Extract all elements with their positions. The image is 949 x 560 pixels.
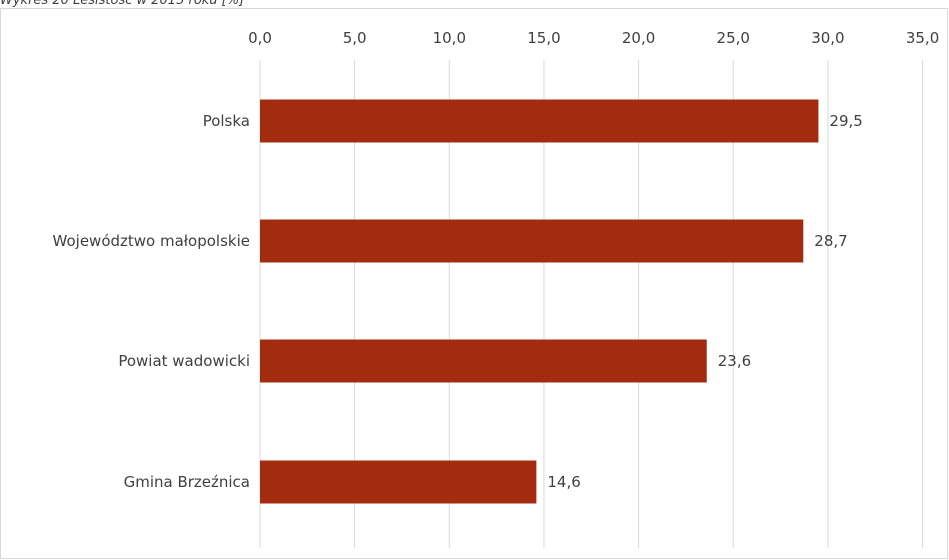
data-label: 29,5 <box>829 112 862 130</box>
x-tick-label: 5,0 <box>343 29 367 47</box>
x-tick-label: 0,0 <box>248 29 272 47</box>
category-label: Gmina Brzeźnica <box>124 473 250 491</box>
bar <box>260 460 537 504</box>
plot-frame <box>0 8 948 559</box>
labels: Polska 29,5 Województwo małopolskie 28,7 Pow… <box>53 112 863 491</box>
x-tick-label: 15,0 <box>527 29 560 47</box>
category-label: Polska <box>203 112 250 130</box>
x-tick-label: 30,0 <box>811 29 844 47</box>
bars <box>260 99 819 504</box>
x-tick-label: 10,0 <box>433 29 466 47</box>
x-tick-label: 35,0 <box>906 29 939 47</box>
data-label: 14,6 <box>547 473 580 491</box>
x-axis-ticks: 0,0 5,0 10,0 15,0 20,0 25,0 30,0 35,0 <box>248 29 939 47</box>
category-label: Powiat wadowicki <box>118 352 250 370</box>
x-tick-label: 25,0 <box>717 29 750 47</box>
x-tick-label: 20,0 <box>622 29 655 47</box>
data-label: 23,6 <box>718 352 751 370</box>
bar <box>260 99 819 143</box>
chart-caption: Wykres 20 Lesistość w 2015 roku [%] <box>0 0 245 8</box>
bar <box>260 339 707 383</box>
category-label: Województwo małopolskie <box>53 232 250 250</box>
data-label: 28,7 <box>814 232 847 250</box>
bar <box>260 219 804 263</box>
